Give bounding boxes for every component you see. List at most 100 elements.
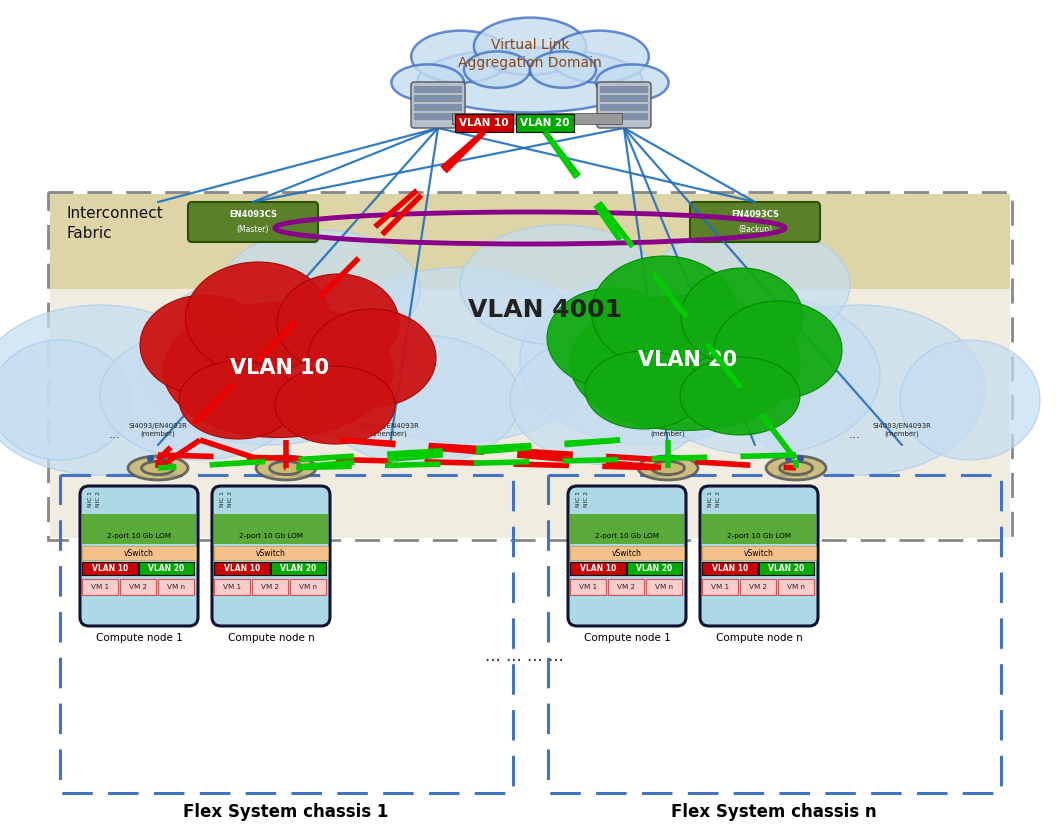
- FancyBboxPatch shape: [597, 82, 651, 128]
- Bar: [570, 546, 684, 560]
- Bar: [139, 562, 194, 575]
- Text: Virtual Link
Aggregation Domain: Virtual Link Aggregation Domain: [458, 38, 602, 70]
- Ellipse shape: [638, 456, 697, 480]
- Text: Flex System chassis 1: Flex System chassis 1: [183, 803, 389, 821]
- FancyBboxPatch shape: [80, 486, 198, 626]
- Text: NIC 1: NIC 1: [88, 491, 92, 507]
- Text: VM 2: VM 2: [129, 584, 147, 590]
- Ellipse shape: [460, 225, 660, 345]
- Bar: [778, 579, 814, 595]
- Ellipse shape: [186, 262, 331, 374]
- Ellipse shape: [570, 296, 800, 430]
- Text: 2-port 10 Gb LOM: 2-port 10 Gb LOM: [107, 533, 171, 539]
- Ellipse shape: [179, 361, 297, 439]
- Bar: [608, 579, 644, 595]
- Bar: [414, 104, 462, 111]
- Text: VLAN 10: VLAN 10: [230, 358, 330, 378]
- Text: VM 2: VM 2: [617, 584, 635, 590]
- Ellipse shape: [900, 340, 1040, 460]
- Text: VM 2: VM 2: [261, 584, 279, 590]
- Text: VM n: VM n: [787, 584, 805, 590]
- Text: VLAN 20: VLAN 20: [520, 118, 570, 128]
- FancyBboxPatch shape: [411, 82, 465, 128]
- Text: VLAN 20: VLAN 20: [768, 564, 805, 573]
- Text: VLAN 10: VLAN 10: [711, 564, 748, 573]
- Text: NIC 2: NIC 2: [717, 491, 722, 507]
- Text: Compute node 1: Compute node 1: [95, 633, 182, 643]
- Text: vSwitch: vSwitch: [744, 549, 774, 558]
- Text: 2-port 10 Gb LOM: 2-port 10 Gb LOM: [238, 533, 303, 539]
- Ellipse shape: [277, 274, 399, 372]
- Text: VM n: VM n: [655, 584, 673, 590]
- Text: Compute node n: Compute node n: [716, 633, 802, 643]
- Bar: [82, 514, 196, 544]
- Bar: [82, 579, 118, 595]
- Text: Compute node n: Compute node n: [228, 633, 315, 643]
- Text: NIC 2: NIC 2: [229, 491, 233, 507]
- Text: NIC 1: NIC 1: [707, 491, 712, 507]
- Bar: [702, 562, 758, 575]
- Bar: [600, 104, 648, 111]
- Text: (Master): (Master): [236, 224, 269, 233]
- Ellipse shape: [474, 17, 586, 75]
- Ellipse shape: [308, 309, 436, 407]
- Ellipse shape: [596, 64, 669, 101]
- Ellipse shape: [547, 288, 677, 388]
- Ellipse shape: [735, 305, 985, 475]
- Ellipse shape: [220, 230, 420, 350]
- Text: SI4093/EN4093R
(member): SI4093/EN4093R (member): [128, 423, 188, 437]
- Ellipse shape: [320, 268, 600, 442]
- Text: (Backup): (Backup): [738, 224, 772, 233]
- Text: vSwitch: vSwitch: [612, 549, 642, 558]
- Ellipse shape: [510, 335, 710, 465]
- Bar: [455, 114, 513, 132]
- Bar: [50, 194, 1010, 289]
- Bar: [214, 562, 269, 575]
- Text: VM n: VM n: [167, 584, 185, 590]
- Bar: [120, 579, 156, 595]
- Text: VM n: VM n: [299, 584, 317, 590]
- Text: 2-port 10 Gb LOM: 2-port 10 Gb LOM: [595, 533, 659, 539]
- Bar: [600, 86, 648, 93]
- Ellipse shape: [391, 64, 464, 101]
- Text: SI4093/EN4093R
(member): SI4093/EN4093R (member): [360, 423, 420, 437]
- Text: VLAN 10: VLAN 10: [224, 564, 260, 573]
- Ellipse shape: [418, 48, 642, 113]
- Bar: [570, 579, 606, 595]
- Text: ...: ...: [849, 428, 861, 441]
- Ellipse shape: [681, 357, 800, 435]
- Ellipse shape: [464, 51, 530, 88]
- Text: EN4093CS: EN4093CS: [731, 209, 779, 218]
- Text: VLAN 4001: VLAN 4001: [467, 298, 622, 322]
- Bar: [570, 562, 625, 575]
- Ellipse shape: [411, 30, 510, 82]
- Bar: [548, 475, 1001, 793]
- Bar: [50, 194, 1010, 538]
- Text: SI4093/EN4093R
(member): SI4093/EN4093R (member): [872, 423, 932, 437]
- Ellipse shape: [550, 30, 649, 82]
- Bar: [290, 579, 326, 595]
- Text: VM 1: VM 1: [91, 584, 109, 590]
- FancyBboxPatch shape: [700, 486, 818, 626]
- Bar: [452, 113, 622, 124]
- Ellipse shape: [652, 461, 685, 475]
- Bar: [82, 546, 196, 560]
- FancyBboxPatch shape: [188, 202, 318, 242]
- Ellipse shape: [0, 340, 130, 460]
- Ellipse shape: [140, 295, 270, 395]
- Text: Interconnect
Fabric: Interconnect Fabric: [66, 206, 163, 241]
- Bar: [414, 86, 462, 93]
- Ellipse shape: [257, 456, 316, 480]
- Bar: [214, 579, 250, 595]
- Text: vSwitch: vSwitch: [124, 549, 154, 558]
- Text: NIC 2: NIC 2: [584, 491, 589, 507]
- Ellipse shape: [140, 275, 400, 445]
- Text: 2-port 10 Gb LOM: 2-port 10 Gb LOM: [727, 533, 791, 539]
- Bar: [740, 579, 776, 595]
- Bar: [252, 579, 288, 595]
- FancyBboxPatch shape: [568, 486, 686, 626]
- Ellipse shape: [714, 301, 842, 399]
- Text: ...: ...: [109, 428, 121, 441]
- Ellipse shape: [585, 351, 703, 429]
- Text: VLAN 10: VLAN 10: [91, 564, 128, 573]
